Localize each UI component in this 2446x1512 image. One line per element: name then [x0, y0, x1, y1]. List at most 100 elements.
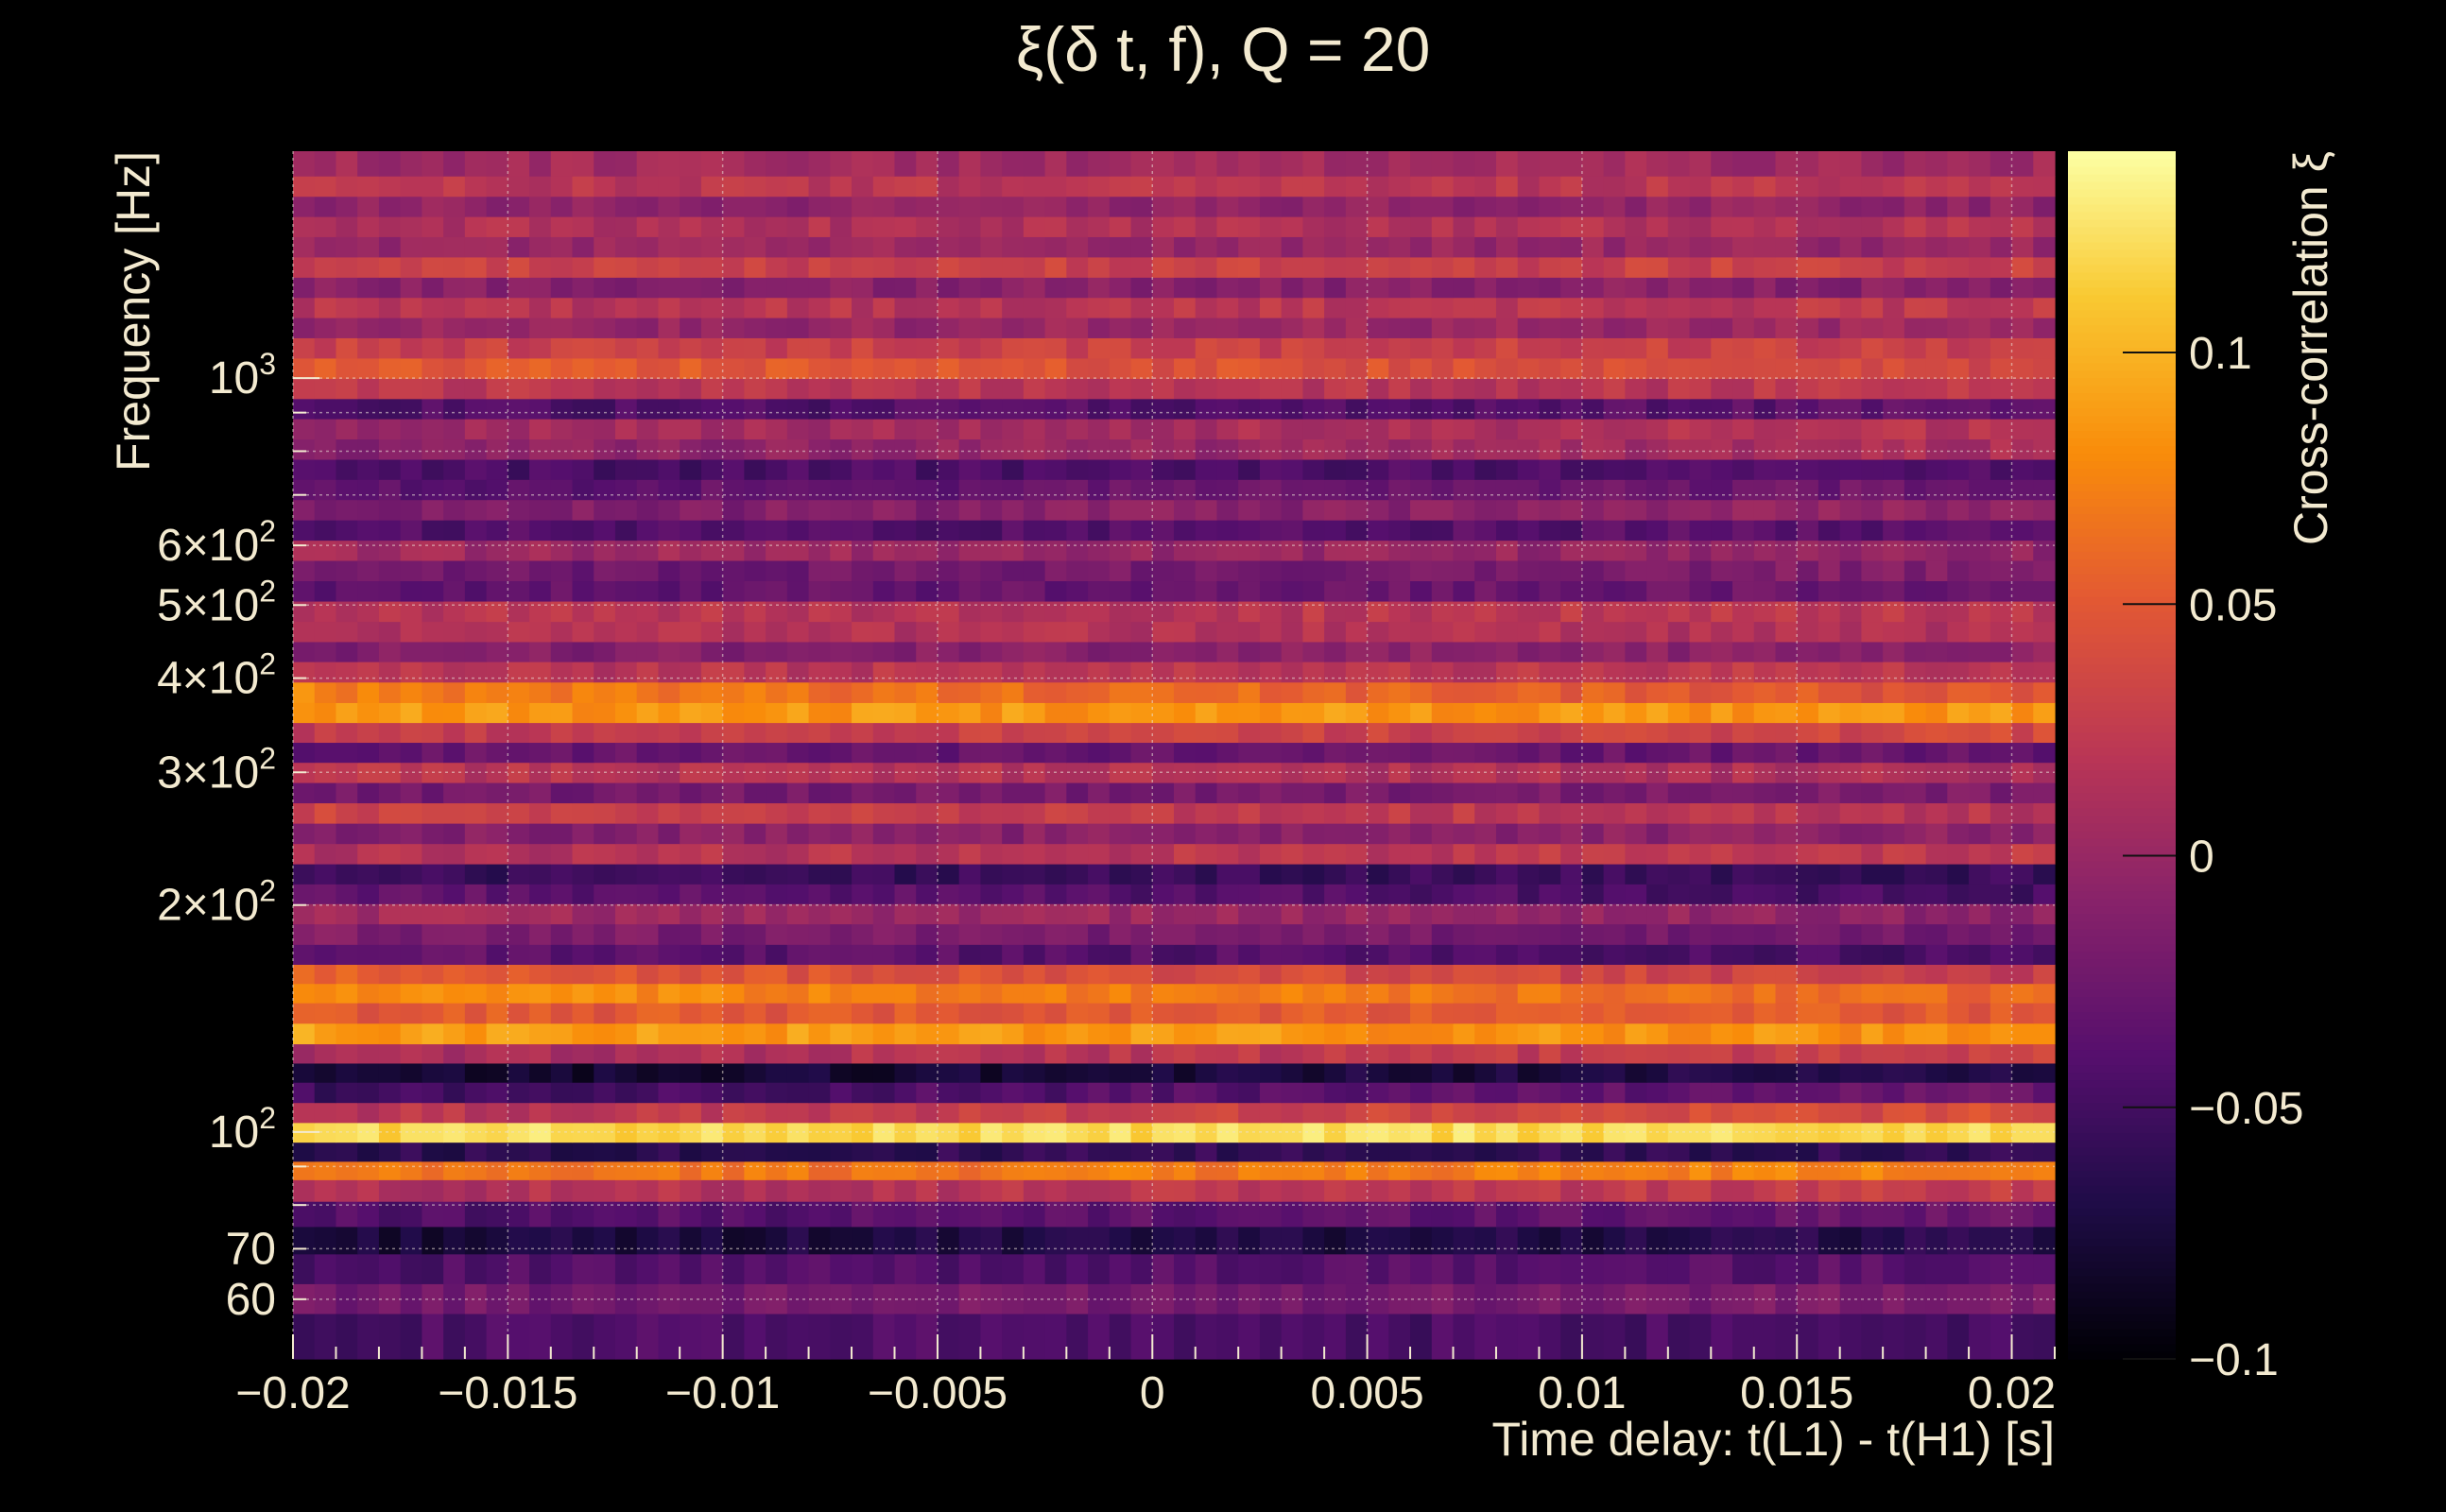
heatmap-cell — [1603, 1003, 1626, 1024]
heatmap-cell — [464, 762, 488, 783]
colorbar-segment — [2068, 996, 2176, 1005]
heatmap-cell — [1947, 176, 1970, 198]
heatmap-cell — [486, 520, 508, 541]
heatmap-cell — [1903, 216, 1927, 237]
heatmap-cell — [1195, 317, 1218, 338]
heatmap-cell — [1324, 762, 1347, 783]
heatmap-cell — [357, 864, 380, 885]
heatmap-cell — [1195, 923, 1218, 945]
heatmap-cell — [550, 983, 574, 1004]
heatmap-cell — [486, 702, 508, 724]
heatmap-cell — [808, 176, 831, 198]
heatmap-cell — [872, 681, 896, 703]
heatmap-cell — [1753, 1226, 1777, 1255]
heatmap-cell — [722, 1062, 745, 1083]
heatmap-cell — [443, 438, 466, 460]
heatmap-cell — [1345, 1142, 1369, 1162]
heatmap-cell — [1925, 1253, 1948, 1284]
heatmap-cell — [594, 1062, 616, 1083]
heatmap-cell — [1646, 256, 1669, 278]
heatmap-cell — [508, 1022, 530, 1045]
heatmap-cell — [1689, 559, 1712, 582]
heatmap-cell — [1238, 378, 1261, 400]
heatmap-cell — [314, 621, 337, 643]
heatmap-cell — [357, 580, 380, 602]
heatmap-cell — [2011, 1022, 2034, 1045]
heatmap-cell — [1753, 823, 1777, 845]
heatmap-cell — [572, 722, 594, 744]
heatmap-cell — [529, 823, 552, 845]
heatmap-cell — [937, 378, 960, 400]
heatmap-cell — [293, 559, 316, 582]
heatmap-cell — [958, 297, 982, 318]
heatmap-cell — [1689, 802, 1712, 824]
heatmap-cell — [1775, 983, 1798, 1004]
heatmap-cell — [1259, 864, 1283, 885]
heatmap-cell — [1474, 1160, 1497, 1180]
heatmap-cell — [1775, 357, 1798, 379]
heatmap-cell — [508, 843, 530, 865]
heatmap-cell — [1044, 702, 1067, 724]
heatmap-cell — [400, 802, 422, 824]
heatmap-cell — [1044, 722, 1067, 744]
heatmap-cell — [937, 277, 960, 299]
heatmap-cell — [1495, 499, 1519, 521]
heatmap-cell — [1775, 236, 1798, 258]
heatmap-cell — [1517, 458, 1541, 480]
heatmap-cell — [1174, 1226, 1197, 1255]
heatmap-cell — [1517, 782, 1541, 804]
heatmap-cell — [1495, 438, 1519, 460]
heatmap-cell — [293, 944, 316, 965]
heatmap-cell — [766, 823, 788, 845]
heatmap-cell — [1238, 559, 1261, 582]
heatmap-cell — [594, 1102, 616, 1124]
heatmap-cell — [980, 1160, 1003, 1180]
heatmap-cell — [550, 762, 574, 783]
heatmap-cell — [830, 1179, 853, 1202]
heatmap-cell — [1044, 600, 1067, 623]
heatmap-cell — [1345, 438, 1369, 460]
heatmap-cell — [1839, 580, 1863, 602]
heatmap-cell — [786, 964, 810, 985]
heatmap-cell — [980, 964, 1003, 985]
heatmap-cell — [550, 903, 574, 925]
heatmap-cell — [357, 479, 380, 501]
heatmap-cell — [293, 1201, 316, 1228]
heatmap-cell — [1281, 236, 1303, 258]
heatmap-cell — [1216, 1313, 1239, 1360]
heatmap-cell — [1130, 438, 1153, 460]
heatmap-cell — [1883, 580, 1905, 602]
heatmap-cell — [550, 1082, 574, 1104]
heatmap-cell — [1861, 1082, 1884, 1104]
heatmap-cell — [357, 499, 380, 521]
heatmap-cell — [1453, 520, 1475, 541]
heatmap-cell — [1990, 1226, 2013, 1255]
heatmap-cell — [1216, 559, 1239, 582]
heatmap-cell — [1259, 479, 1283, 501]
heatmap-cell — [1903, 499, 1927, 521]
heatmap-cell — [1775, 1253, 1798, 1284]
heatmap-cell — [1044, 964, 1067, 985]
heatmap-cell — [594, 540, 616, 561]
heatmap-cell — [1002, 1142, 1025, 1162]
heatmap-cell — [1216, 151, 1239, 177]
heatmap-cell — [808, 1226, 831, 1255]
heatmap-cell — [422, 236, 444, 258]
heatmap-cell — [1839, 256, 1863, 278]
heatmap-cell — [1667, 520, 1691, 541]
heatmap-cell — [1775, 1003, 1798, 1024]
heatmap-cell — [1861, 438, 1884, 460]
heatmap-cell — [422, 419, 444, 440]
heatmap-cell — [1324, 983, 1347, 1004]
heatmap-cell — [1560, 1201, 1583, 1228]
colorbar-segment — [2068, 604, 2176, 612]
heatmap-cell — [1088, 1313, 1111, 1360]
heatmap-cell — [2033, 742, 2056, 764]
heatmap-cell — [443, 621, 466, 643]
heatmap-cell — [722, 1142, 745, 1162]
heatmap-cell — [1839, 1082, 1863, 1104]
heatmap-cell — [980, 762, 1003, 783]
heatmap-cell — [1495, 702, 1519, 724]
heatmap-cell — [1367, 378, 1389, 400]
